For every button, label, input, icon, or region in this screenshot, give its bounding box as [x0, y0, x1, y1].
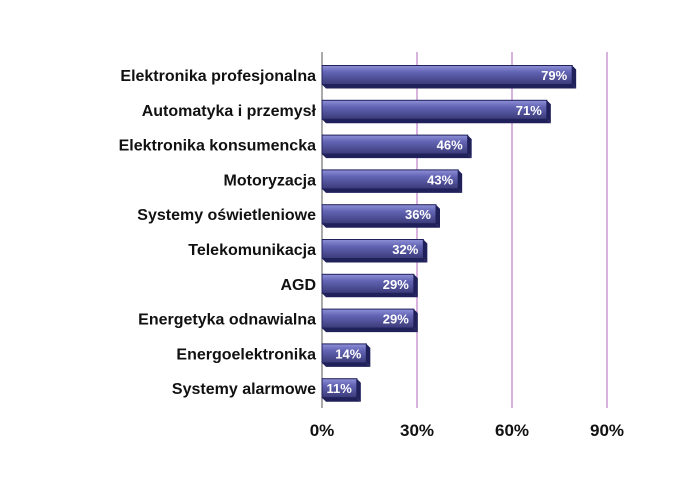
data-label: 32% [392, 242, 418, 257]
bar-side [436, 204, 440, 228]
category-label: Automatyka i przemysł [142, 103, 317, 120]
data-label: 11% [327, 381, 353, 396]
category-label: Motoryzacja [224, 172, 317, 189]
bar-bottom [322, 223, 440, 228]
data-label: 43% [427, 172, 453, 187]
bar [321, 204, 437, 225]
bar-side [546, 100, 551, 124]
bar [321, 308, 415, 329]
bar-bottom [322, 293, 418, 298]
bar-side [413, 274, 418, 298]
data-label: 14% [335, 346, 361, 361]
x-tick-label: 90% [590, 421, 624, 440]
x-tick-label: 30% [400, 421, 434, 440]
bar-bottom [322, 154, 472, 159]
x-tick-label: 0% [310, 421, 335, 440]
bar-side [356, 378, 361, 402]
bar [321, 378, 358, 399]
bar-bottom [322, 188, 463, 193]
bar-bottom [322, 397, 361, 402]
bar [321, 99, 548, 120]
bar-bottom [322, 362, 371, 367]
category-label: AGD [280, 277, 316, 294]
bar-bottom [322, 258, 428, 263]
bar [321, 273, 415, 294]
bar [321, 239, 424, 259]
chart-bars: 79% 71% 46% 43% 36% 32% 29% 29% 14% 11% [321, 65, 577, 402]
bar [321, 65, 573, 85]
data-label: 29% [383, 312, 409, 327]
category-label: Elektronika konsumencka [119, 138, 317, 155]
category-label: Systemy alarmowe [172, 381, 316, 398]
data-label: 36% [405, 207, 431, 222]
bar-side [423, 239, 428, 263]
category-label: Elektronika profesjonalna [120, 68, 316, 85]
bar [321, 169, 459, 190]
bar-side [413, 309, 418, 333]
bar-side [458, 169, 463, 193]
x-tick-label: 60% [495, 421, 529, 440]
x-axis-ticks: 0% 30% 60% 90% [310, 421, 624, 440]
bar [321, 343, 367, 364]
category-label: Telekomunikacja [188, 242, 316, 259]
data-label: 79% [541, 68, 567, 83]
category-label: Energoelektronika [176, 346, 316, 363]
bar-side [572, 65, 577, 89]
bar-bottom [322, 328, 418, 333]
data-label: 71% [516, 103, 542, 118]
data-label: 29% [383, 277, 409, 292]
category-labels: Elektronika profesjonalna Automatyka i pr… [119, 68, 317, 398]
bar-side [467, 135, 472, 159]
data-label: 46% [437, 138, 463, 153]
category-label: Energetyka odnawialna [138, 312, 316, 329]
bar-side [366, 343, 371, 367]
bar-bottom [322, 119, 551, 124]
bar-bottom [322, 84, 577, 89]
category-label: Systemy oświetleniowe [137, 207, 316, 224]
bar [321, 134, 469, 155]
